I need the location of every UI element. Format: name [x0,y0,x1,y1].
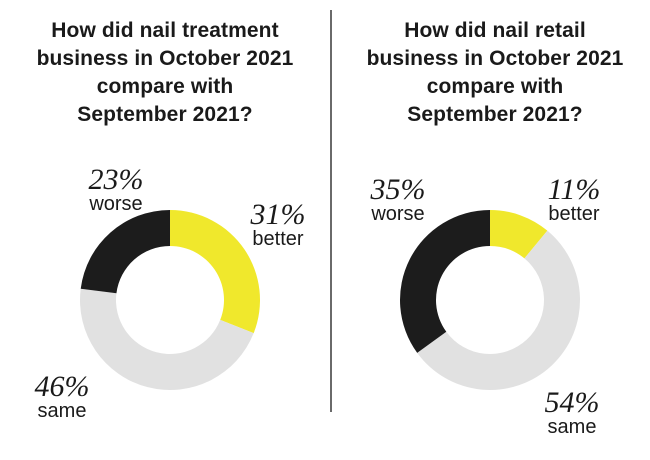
treatment-donut-chart [80,210,260,390]
retail-slice-worse [400,210,490,353]
treatment-same-text: same [37,400,87,422]
treatment-better-text: better [252,228,304,250]
retail-same-pct: 54% [544,386,600,419]
retail-same-text: same [547,416,597,438]
treatment-slice-worse [80,210,170,294]
treatment-same-pct: 46% [34,370,90,403]
treatment-slice-same [80,288,254,390]
treatment-same-label: 46% same [20,370,104,422]
treatment-title-line-4: September 2021? [77,103,253,126]
retail-chart-title: How did nail retail business in October … [330,17,650,129]
retail-title-line-2: business in October 2021 [366,47,624,70]
treatment-chart-title: How did nail treatment business in Octob… [0,17,330,129]
panel-divider [330,10,332,412]
retail-panel: How did nail retail business in October … [330,0,650,460]
retail-donut-chart [400,210,580,390]
retail-title-line-4: September 2021? [407,103,583,126]
treatment-better-label: 31% better [236,198,320,250]
treatment-better-pct: 31% [250,198,306,231]
retail-slice-better [490,210,548,259]
treatment-panel: How did nail treatment business in Octob… [0,17,330,422]
treatment-worse-label: 23% worse [74,163,158,215]
treatment-title-line-1: How did nail treatment [51,19,279,42]
retail-worse-text: worse [371,203,425,225]
retail-same-label: 54% same [530,386,614,438]
retail-title-line-1: How did nail retail [404,19,586,42]
retail-better-text: better [548,203,600,225]
treatment-worse-text: worse [89,193,143,215]
retail-title-line-3: compare with [426,75,564,98]
retail-better-pct: 11% [547,173,601,206]
treatment-title-line-3: compare with [96,75,234,98]
treatment-title-line-2: business in October 2021 [36,47,294,70]
retail-better-label: 11% better [532,173,616,225]
retail-worse-label: 35% worse [356,173,440,225]
treatment-slice-better [170,210,260,334]
retail-worse-pct: 35% [370,173,426,206]
treatment-worse-pct: 23% [88,163,144,196]
retail-slice-same [417,230,580,390]
